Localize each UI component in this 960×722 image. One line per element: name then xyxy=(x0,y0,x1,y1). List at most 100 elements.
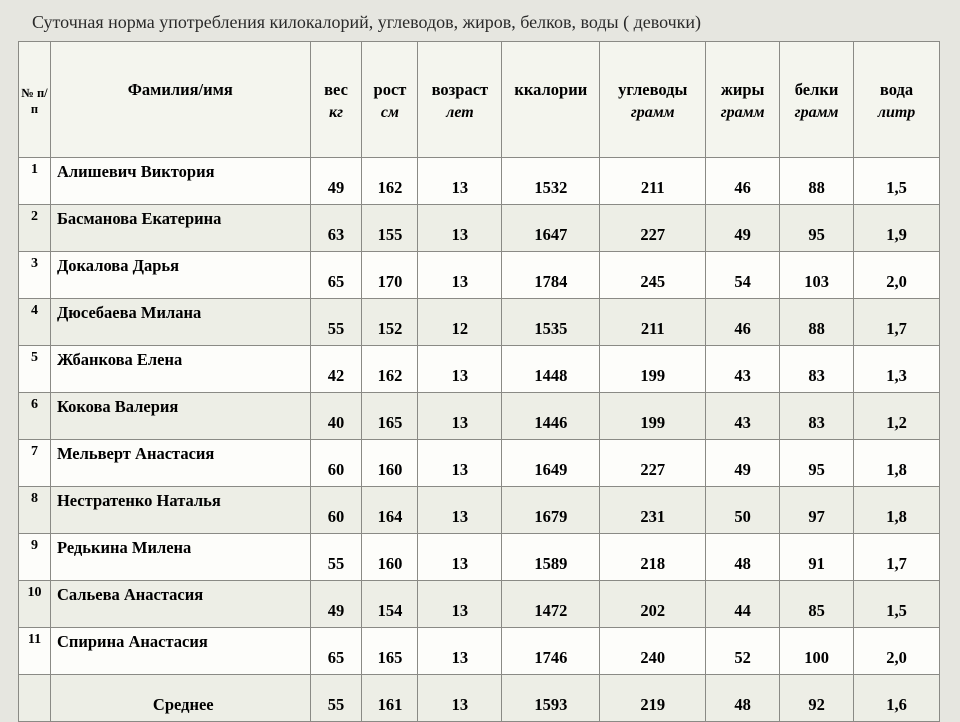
col-protein: белкиграмм xyxy=(780,42,854,158)
cell-name: Алишевич Виктория xyxy=(50,158,310,205)
cell-index: 10 xyxy=(19,581,51,628)
cell-prot: 92 xyxy=(780,675,854,722)
cell-height: 170 xyxy=(362,252,418,299)
cell-fat: 54 xyxy=(706,252,780,299)
cell-age: 13 xyxy=(418,675,502,722)
cell-age: 13 xyxy=(418,252,502,299)
cell-carbs: 245 xyxy=(600,252,706,299)
cell-age: 13 xyxy=(418,346,502,393)
cell-kcal: 1535 xyxy=(502,299,600,346)
nutrition-table: № п/п Фамилия/имя вескг ростсм возрастле… xyxy=(18,41,940,722)
cell-index: 3 xyxy=(19,252,51,299)
cell-prot: 95 xyxy=(780,205,854,252)
cell-weight: 55 xyxy=(310,675,362,722)
cell-index: 4 xyxy=(19,299,51,346)
cell-fat: 46 xyxy=(706,299,780,346)
cell-kcal: 1589 xyxy=(502,534,600,581)
cell-carbs: 199 xyxy=(600,393,706,440)
cell-height: 165 xyxy=(362,628,418,675)
cell-name: Сальева Анастасия xyxy=(50,581,310,628)
cell-height: 162 xyxy=(362,158,418,205)
cell-kcal: 1649 xyxy=(502,440,600,487)
cell-name: Редькина Милена xyxy=(50,534,310,581)
page-title: Суточная норма употребления килокалорий,… xyxy=(32,12,942,33)
cell-weight: 60 xyxy=(310,487,362,534)
cell-name: Спирина Анастасия xyxy=(50,628,310,675)
cell-weight: 40 xyxy=(310,393,362,440)
cell-prot: 88 xyxy=(780,158,854,205)
table-row: 2Басманова Екатерина6315513164722749951,… xyxy=(19,205,940,252)
cell-carbs: 199 xyxy=(600,346,706,393)
cell-prot: 97 xyxy=(780,487,854,534)
header-row: № п/п Фамилия/имя вескг ростсм возрастле… xyxy=(19,42,940,158)
cell-name: Нестратенко Наталья xyxy=(50,487,310,534)
cell-carbs: 202 xyxy=(600,581,706,628)
cell-weight: 55 xyxy=(310,299,362,346)
cell-fat: 44 xyxy=(706,581,780,628)
cell-weight: 65 xyxy=(310,628,362,675)
cell-height: 164 xyxy=(362,487,418,534)
cell-water: 1,8 xyxy=(854,440,940,487)
cell-name: Среднее xyxy=(50,675,310,722)
col-height: ростсм xyxy=(362,42,418,158)
cell-prot: 100 xyxy=(780,628,854,675)
cell-height: 152 xyxy=(362,299,418,346)
cell-carbs: 227 xyxy=(600,205,706,252)
cell-water: 1,6 xyxy=(854,675,940,722)
cell-prot: 103 xyxy=(780,252,854,299)
table-row: 7Мельверт Анастасия6016013164922749951,8 xyxy=(19,440,940,487)
cell-fat: 48 xyxy=(706,534,780,581)
cell-fat: 43 xyxy=(706,346,780,393)
cell-kcal: 1448 xyxy=(502,346,600,393)
table-row: 5Жбанкова Елена4216213144819943831,3 xyxy=(19,346,940,393)
cell-weight: 65 xyxy=(310,252,362,299)
cell-carbs: 231 xyxy=(600,487,706,534)
cell-prot: 83 xyxy=(780,393,854,440)
cell-water: 1,3 xyxy=(854,346,940,393)
cell-age: 13 xyxy=(418,581,502,628)
cell-age: 13 xyxy=(418,487,502,534)
cell-height: 160 xyxy=(362,440,418,487)
cell-prot: 88 xyxy=(780,299,854,346)
cell-age: 13 xyxy=(418,628,502,675)
cell-height: 165 xyxy=(362,393,418,440)
cell-index: 9 xyxy=(19,534,51,581)
table-row: 10Сальева Анастасия4915413147220244851,5 xyxy=(19,581,940,628)
table-row: 11Спирина Анастасия65165131746240521002,… xyxy=(19,628,940,675)
cell-water: 1,7 xyxy=(854,299,940,346)
cell-age: 13 xyxy=(418,393,502,440)
cell-weight: 49 xyxy=(310,581,362,628)
cell-fat: 46 xyxy=(706,158,780,205)
col-age: возрастлет xyxy=(418,42,502,158)
cell-index xyxy=(19,675,51,722)
cell-name: Дюсебаева Милана xyxy=(50,299,310,346)
cell-index: 7 xyxy=(19,440,51,487)
cell-fat: 48 xyxy=(706,675,780,722)
cell-weight: 49 xyxy=(310,158,362,205)
table-row: 8Нестратенко Наталья6016413167923150971,… xyxy=(19,487,940,534)
cell-weight: 63 xyxy=(310,205,362,252)
cell-carbs: 211 xyxy=(600,158,706,205)
cell-kcal: 1593 xyxy=(502,675,600,722)
cell-kcal: 1446 xyxy=(502,393,600,440)
col-fat: жирыграмм xyxy=(706,42,780,158)
col-carbs: углеводыграмм xyxy=(600,42,706,158)
col-name: Фамилия/имя xyxy=(50,42,310,158)
cell-carbs: 240 xyxy=(600,628,706,675)
cell-prot: 85 xyxy=(780,581,854,628)
cell-index: 2 xyxy=(19,205,51,252)
cell-index: 6 xyxy=(19,393,51,440)
cell-fat: 50 xyxy=(706,487,780,534)
cell-water: 1,2 xyxy=(854,393,940,440)
cell-height: 155 xyxy=(362,205,418,252)
cell-water: 2,0 xyxy=(854,252,940,299)
cell-carbs: 227 xyxy=(600,440,706,487)
cell-fat: 52 xyxy=(706,628,780,675)
cell-index: 5 xyxy=(19,346,51,393)
cell-index: 1 xyxy=(19,158,51,205)
cell-prot: 83 xyxy=(780,346,854,393)
table-row: 9Редькина Милена5516013158921848911,7 xyxy=(19,534,940,581)
cell-water: 1,5 xyxy=(854,158,940,205)
cell-age: 13 xyxy=(418,205,502,252)
cell-height: 161 xyxy=(362,675,418,722)
